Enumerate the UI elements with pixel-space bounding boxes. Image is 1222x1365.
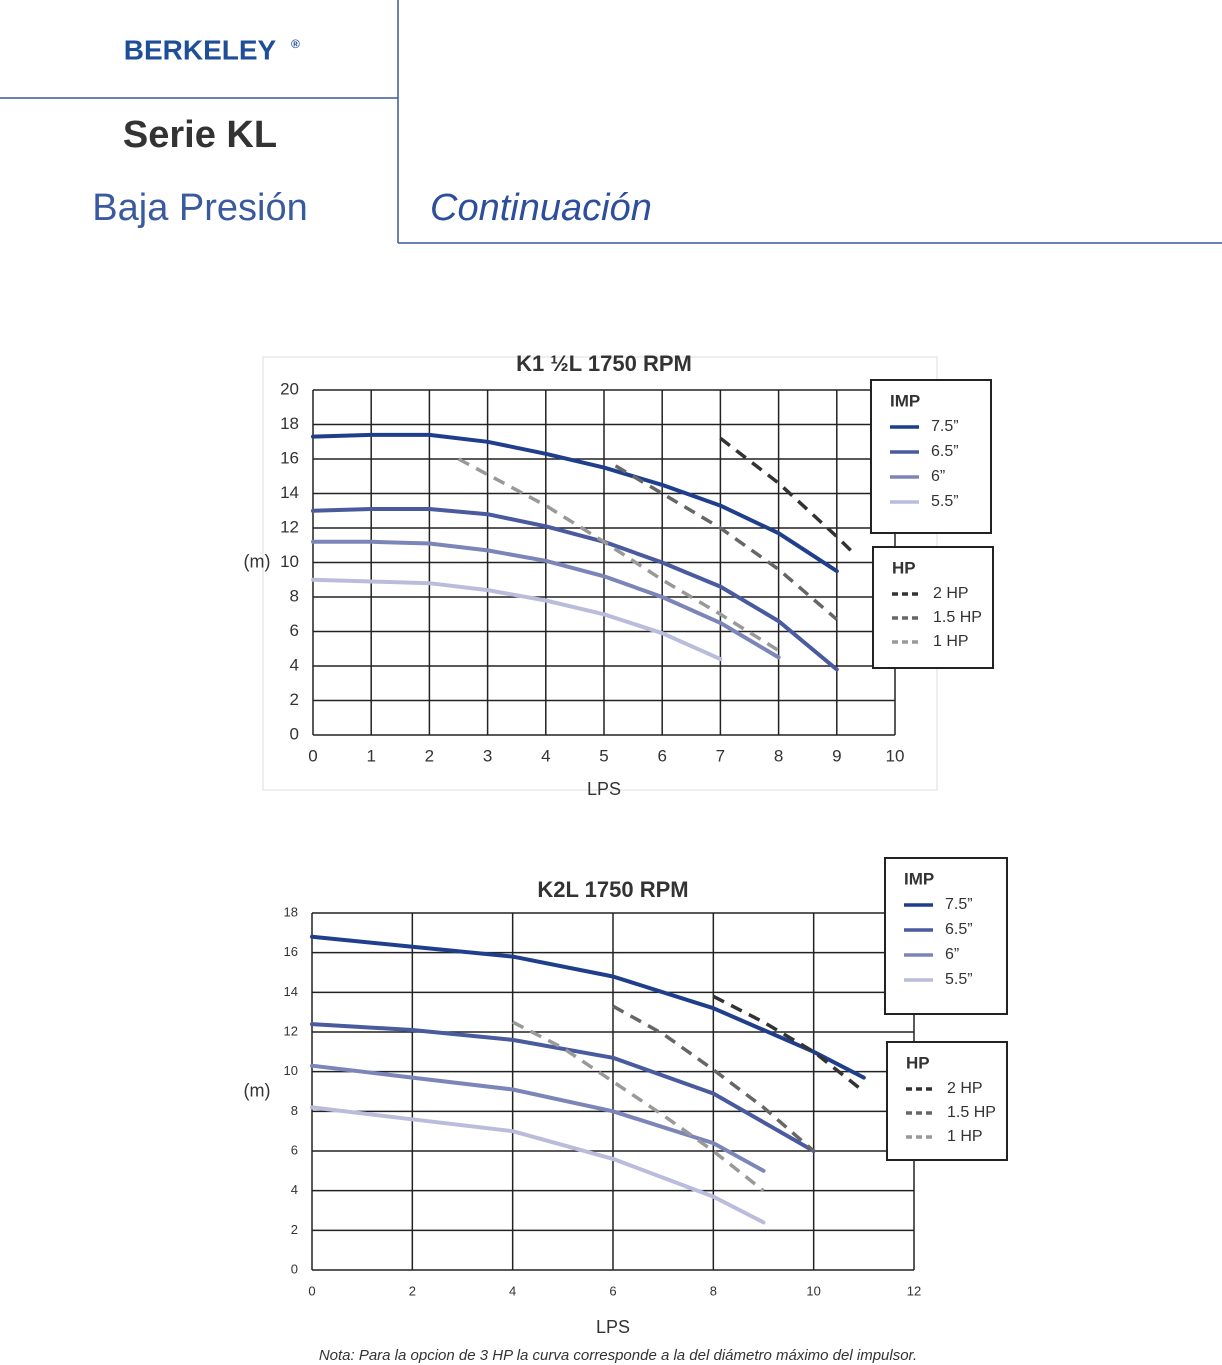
series-line [612, 1004, 815, 1153]
brand-mark: ® [291, 37, 300, 51]
series-line [310, 1063, 766, 1173]
x-tick-label: 6 [609, 1283, 616, 1298]
y-tick-label: 8 [291, 1103, 298, 1118]
x-tick-label: 5 [599, 746, 608, 765]
series-line [311, 507, 839, 672]
series-line [712, 994, 865, 1093]
x-tick-label: 8 [710, 1283, 717, 1298]
legend-label: 6.5” [945, 921, 973, 938]
legend-label: 6.5” [931, 443, 959, 460]
y-tick-label: 10 [284, 1063, 298, 1078]
series-line [311, 539, 781, 660]
subtitle: Baja Presión [92, 187, 307, 229]
x-tick-label: 9 [832, 746, 841, 765]
legend-label: 7.5” [945, 896, 973, 913]
y-axis-label: (m) [244, 1080, 271, 1100]
y-tick-label: 6 [291, 1142, 298, 1157]
legend-label: 1.5 HP [947, 1104, 996, 1121]
x-tick-label: 4 [509, 1283, 516, 1298]
x-tick-label: 3 [483, 746, 492, 765]
legend-label: 1.5 HP [933, 609, 982, 626]
legend-box [872, 546, 994, 669]
series-line [457, 457, 780, 652]
legend-label: 6” [931, 468, 945, 485]
y-tick-label: 8 [290, 586, 299, 605]
legend-label: 2 HP [933, 585, 969, 602]
legend-label: 5.5” [931, 493, 959, 510]
footnote: Nota: Para la opcion de 3 HP la curva co… [319, 1347, 917, 1364]
legend-label: 1 HP [933, 633, 969, 650]
y-tick-label: 18 [280, 414, 299, 433]
brand: BERKELEY [124, 34, 277, 65]
x-tick-label: 2 [425, 746, 434, 765]
legend-label: 1 HP [947, 1128, 983, 1145]
series-title: Serie KL [123, 114, 277, 156]
series-line [614, 464, 838, 621]
legend-label: 2 HP [947, 1080, 983, 1097]
series-line [310, 934, 866, 1080]
x-tick-label: 7 [716, 746, 725, 765]
x-tick-label: 10 [806, 1283, 820, 1298]
legend-label: 7.5” [931, 418, 959, 435]
y-tick-label: 14 [280, 483, 299, 502]
y-tick-label: 0 [290, 724, 299, 743]
y-tick-label: 2 [291, 1222, 298, 1237]
legend-label: 5.5” [945, 971, 973, 988]
legend-title: IMP [890, 391, 920, 410]
x-tick-label: 1 [366, 746, 375, 765]
y-tick-label: 4 [291, 1182, 298, 1197]
legend-box [870, 379, 992, 534]
chart-title: K2L 1750 RPM [537, 877, 688, 902]
series-line [310, 1022, 816, 1153]
x-tick-label: 8 [774, 746, 783, 765]
chart-title: K1 ½L 1750 RPM [516, 351, 692, 376]
legend-box [886, 1041, 1008, 1161]
x-tick-label: 0 [308, 746, 317, 765]
y-tick-label: 6 [290, 621, 299, 640]
x-tick-label: 10 [886, 746, 905, 765]
y-tick-label: 4 [290, 655, 299, 674]
legend-title: IMP [904, 869, 934, 888]
y-tick-label: 10 [280, 552, 299, 571]
x-tick-label: 6 [657, 746, 666, 765]
y-tick-label: 12 [280, 517, 299, 536]
y-tick-label: 20 [280, 379, 299, 398]
y-tick-label: 12 [284, 1023, 298, 1038]
x-axis-label: LPS [587, 779, 621, 799]
x-tick-label: 2 [409, 1283, 416, 1298]
series-line [310, 1105, 766, 1225]
y-tick-label: 16 [284, 944, 298, 959]
y-tick-label: 14 [284, 984, 298, 999]
legend-title: HP [906, 1053, 930, 1072]
legend-title: HP [892, 558, 916, 577]
section-title: Continuación [430, 187, 652, 229]
legend-label: 6” [945, 946, 959, 963]
legend-box [884, 857, 1008, 1015]
series-line [719, 436, 856, 556]
x-tick-label: 12 [907, 1283, 921, 1298]
y-tick-label: 2 [290, 690, 299, 709]
y-axis-label: (m) [244, 551, 271, 571]
series-line [311, 577, 723, 662]
x-axis-label: LPS [596, 1317, 630, 1337]
series-line [311, 432, 839, 574]
x-tick-label: 0 [308, 1283, 315, 1298]
y-tick-label: 0 [291, 1261, 298, 1276]
series-line [511, 1020, 765, 1193]
y-tick-label: 18 [284, 904, 298, 919]
x-tick-label: 4 [541, 746, 550, 765]
y-tick-label: 16 [280, 448, 299, 467]
